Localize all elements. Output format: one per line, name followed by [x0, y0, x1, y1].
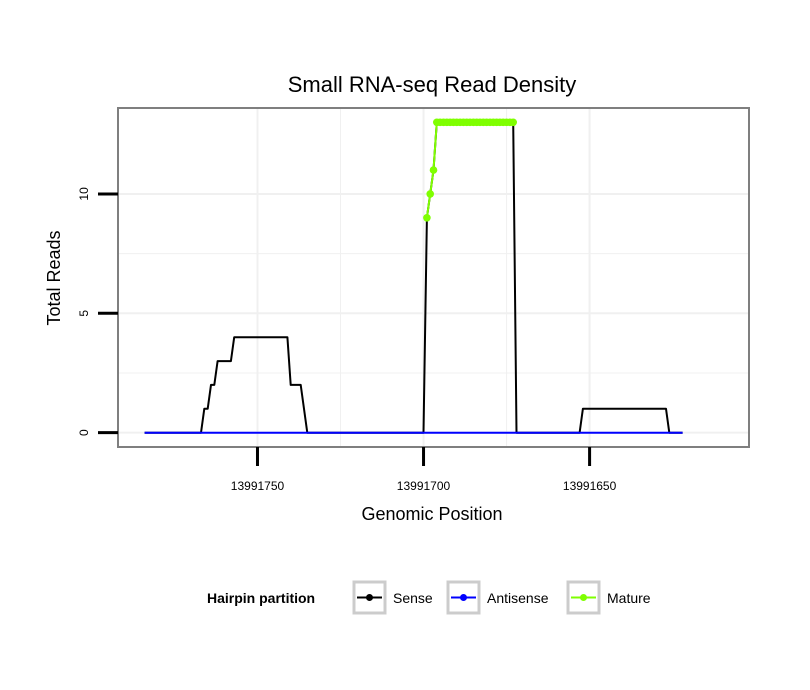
y-tick-label: 0 — [77, 429, 91, 436]
plot-panel — [117, 107, 750, 448]
legend-key-sense-point — [366, 594, 373, 601]
legend-item-sense: Sense — [352, 580, 433, 615]
legend-label-sense: Sense — [393, 590, 433, 606]
x-tick-label: 13991750 — [231, 479, 285, 493]
x-axis-title: Genomic Position — [361, 504, 502, 524]
series-line-mature — [425, 121, 514, 218]
chart-title: Small RNA-seq Read Density — [288, 72, 577, 97]
legend-item-mature: Mature — [566, 580, 651, 615]
legend-title: Hairpin partition — [207, 590, 315, 606]
x-axis: 13991750 13991700 13991650 — [231, 447, 617, 493]
data-point-mature — [426, 190, 435, 198]
series-layer — [144, 118, 683, 434]
series-line-sense — [144, 121, 683, 434]
legend-label-antisense: Antisense — [487, 590, 549, 606]
y-axis-title: Total Reads — [44, 230, 64, 325]
data-point-mature — [423, 214, 431, 222]
y-tick-label: 5 — [77, 310, 91, 317]
y-tick-label: 10 — [77, 187, 91, 201]
x-tick-label: 13991700 — [397, 479, 451, 493]
legend-key-mature-point — [580, 594, 587, 601]
legend-key-antisense-point — [460, 594, 467, 601]
legend-label-mature: Mature — [607, 590, 651, 606]
legend: Hairpin partition Sense Antisense Mature — [207, 580, 651, 615]
legend-item-antisense: Antisense — [446, 580, 549, 615]
data-point-mature — [429, 166, 438, 174]
x-tick-label: 13991650 — [563, 479, 617, 493]
y-axis: 0 5 10 — [77, 187, 118, 436]
data-point-mature — [509, 118, 517, 127]
